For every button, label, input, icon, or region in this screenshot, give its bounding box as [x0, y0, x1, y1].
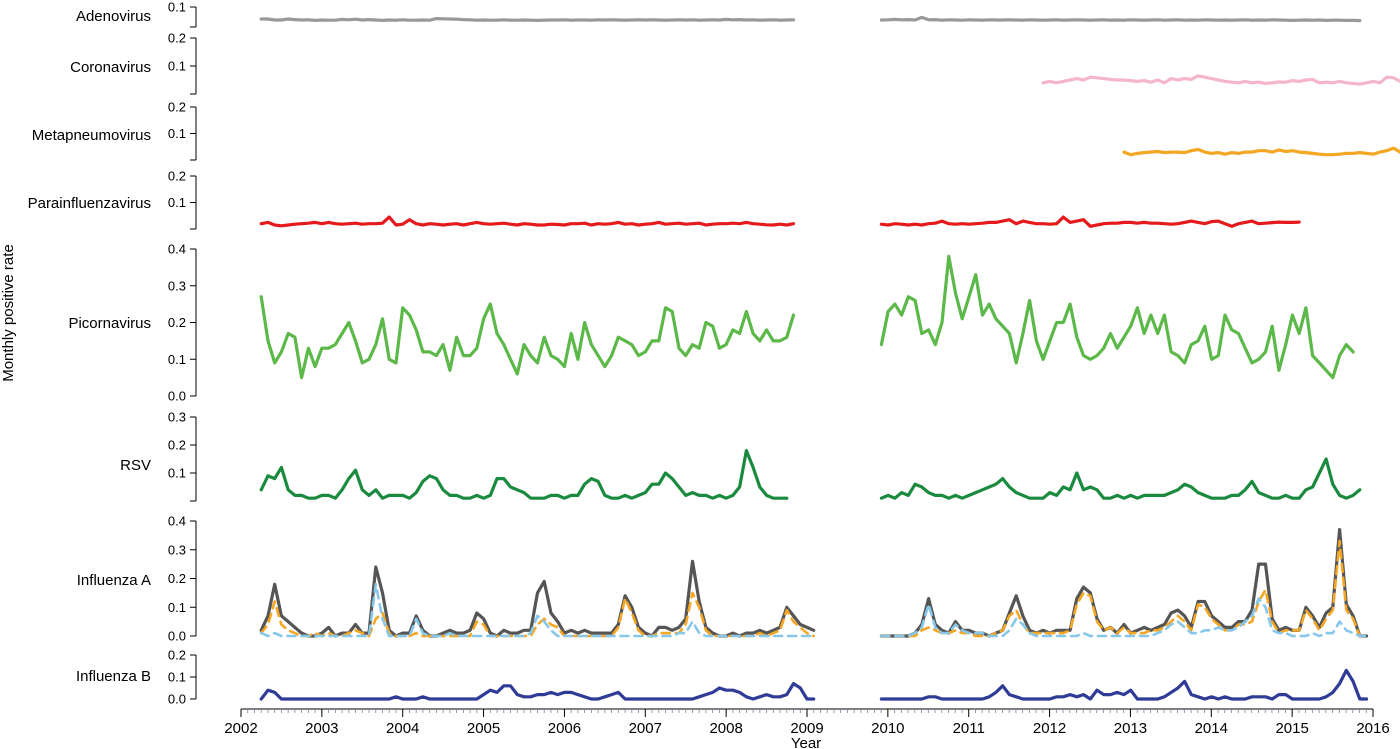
series-line-1: [879, 457, 1362, 500]
series-line-0: [1122, 146, 1400, 157]
y-tick-label: 0.3: [168, 542, 186, 557]
series-line-0: [259, 215, 796, 228]
y-tick-label: 0.4: [168, 242, 186, 257]
x-tick-label: 2012: [1033, 720, 1066, 737]
x-axis: 2002 2003 2004 2005 2006 2007 2008 2009 2010 2011…: [224, 708, 1390, 737]
y-tick-label: 0.2: [168, 438, 186, 453]
panel-label: Parainfluenzavirus: [28, 195, 151, 212]
series-line-4: [880, 539, 1368, 638]
y-tick-label: 0.1: [168, 195, 186, 210]
series-line-0: [259, 449, 789, 500]
series-line-1: [879, 254, 1355, 380]
panel-label: Adenovirus: [76, 8, 151, 25]
series-line-1: [879, 15, 1362, 23]
y-tick-label: 0.1: [168, 0, 186, 15]
y-tick-label: 0.1: [168, 466, 186, 481]
x-tick-label: 2002: [224, 720, 257, 737]
series-line-1: [879, 215, 1301, 228]
y-tick-label: 0.4: [168, 514, 186, 529]
series-line-0: [259, 681, 816, 701]
x-tick-label: 2010: [871, 720, 904, 737]
x-tick-label: 2007: [629, 720, 662, 737]
series-line-1: [879, 668, 1369, 701]
panel-label: Influenza B: [76, 668, 151, 685]
panel-label: RSV: [120, 457, 151, 474]
series-line-3: [879, 527, 1369, 638]
chart-panels: Adenovirus0.1Coronavirus0.20.1Metapneumo…: [28, 0, 1400, 707]
x-tick-label: 2008: [709, 720, 742, 737]
panel-rsv: RSV 0.3 0.2 0.1: [120, 410, 1362, 502]
x-tick-label: 2014: [1195, 720, 1228, 737]
series-line-5: [880, 597, 1368, 638]
panel-label: Coronavirus: [70, 59, 151, 76]
x-axis-title: Year: [791, 735, 821, 749]
panel-influenza-a: Influenza A 0.4 0.3 0.2 0.1 0.0: [77, 514, 1369, 644]
panel-picornavirus: Picornavirus 0.4 0.3 0.2 0.1 0.0: [68, 242, 1355, 404]
y-tick-label: 0.2: [168, 571, 186, 586]
y-tick-label: 0.1: [168, 670, 186, 685]
y-tick-label: 0.3: [168, 410, 186, 425]
x-tick-label: 2016: [1356, 720, 1389, 737]
x-tick-label: 2009: [790, 720, 823, 737]
y-tick-label: 0.0: [168, 692, 186, 707]
panel-adenovirus: Adenovirus 0.1: [76, 0, 1362, 28]
panel-coronavirus: Coronavirus 0.2 0.1: [70, 31, 1400, 95]
y-tick-label: 0.2: [168, 315, 186, 330]
y-tick-label: 0.3: [168, 278, 186, 293]
series-line-0: [259, 559, 816, 638]
series-line-0: [259, 295, 796, 380]
y-tick-label: 0.2: [168, 648, 186, 663]
y-tick-label: 0.2: [168, 169, 186, 184]
y-tick-label: 0.1: [168, 352, 186, 367]
y-tick-label: 0.0: [168, 629, 186, 644]
y-tick-label: 0.2: [168, 100, 186, 115]
y-tick-label: 0.1: [168, 126, 186, 141]
x-tick-label: 2015: [1275, 720, 1308, 737]
series-line-2: [259, 582, 816, 638]
panel-label: Influenza A: [77, 572, 151, 589]
x-tick-label: 2003: [305, 720, 338, 737]
series-line-0: [1041, 74, 1400, 86]
x-tick-label: 2011: [953, 720, 985, 737]
y-tick-label: 0.1: [168, 59, 186, 74]
x-tick-label: 2006: [548, 720, 581, 737]
panel-label: Metapneumovirus: [32, 127, 151, 144]
series-line-0: [259, 17, 796, 22]
y-tick-label: 0.2: [168, 31, 186, 46]
x-tick-label: 2004: [386, 720, 419, 737]
y-tick-label: 0.0: [168, 389, 186, 404]
y-tick-label: 0.1: [168, 600, 186, 615]
panel-influenza-b: Influenza B 0.2 0.1 0.0: [76, 648, 1369, 707]
y-axis-title: Monthly positive rate: [0, 244, 17, 382]
x-tick-label: 2005: [467, 720, 500, 737]
panel-metapneumovirus: Metapneumovirus 0.2 0.1: [32, 100, 1400, 161]
panel-parainfluenzavirus: Parainfluenzavirus 0.2 0.1: [28, 169, 1301, 230]
panel-label: Picornavirus: [68, 315, 151, 332]
x-tick-label: 2013: [1114, 720, 1147, 737]
